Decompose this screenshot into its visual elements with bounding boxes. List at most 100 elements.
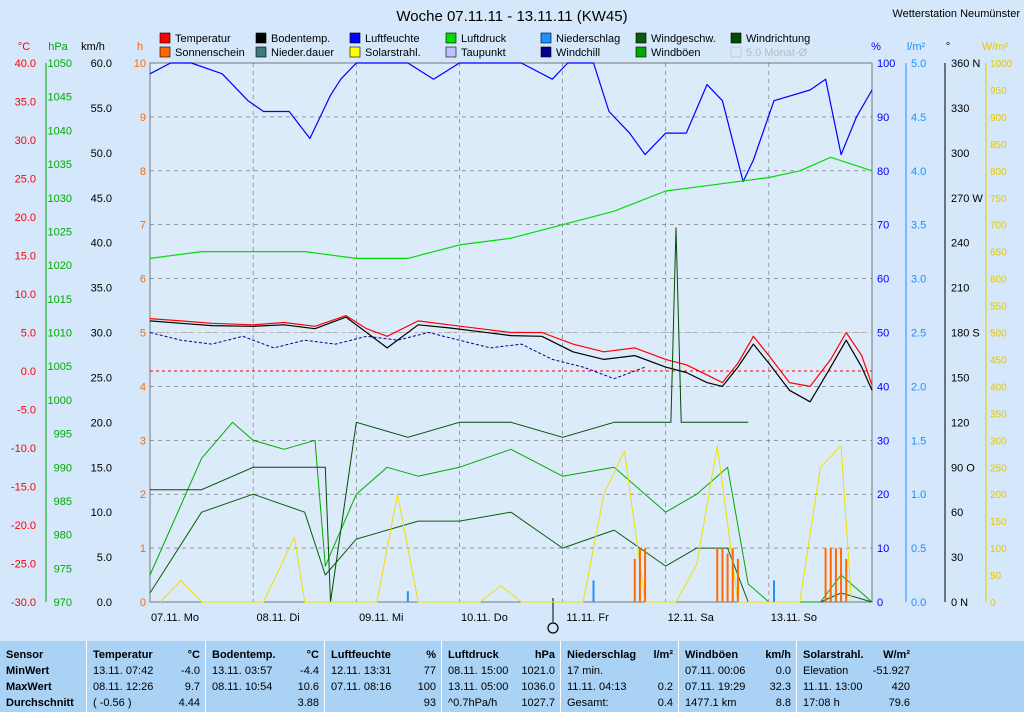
legend-swatch: [635, 32, 647, 44]
wind-axis-tick: 60.0: [91, 58, 112, 70]
temp-axis-tick: 25.0: [15, 174, 36, 186]
legend-label: Bodentemp.: [271, 33, 330, 45]
humidity-axis-tick: 40: [877, 381, 889, 393]
wind-axis-tick: 0.0: [97, 597, 112, 609]
stat-row-value: 1021.0: [521, 665, 555, 677]
pressure-axis-tick: 1005: [48, 361, 72, 373]
stat-sensor-name: Bodentemp.: [212, 649, 276, 661]
wind-axis-tick: 20.0: [91, 417, 112, 429]
temp-axis-tick: -30.0: [11, 597, 36, 609]
stat-row: Elevation -51.927: [803, 665, 910, 679]
direction-axis-tick: 90 O: [951, 462, 975, 474]
wind-axis-tick: 35.0: [91, 283, 112, 295]
stat-row-value: 1027.7: [521, 697, 555, 709]
stat-sensor-name: Luftfeuchte: [331, 649, 391, 661]
wind-axis-tick: 50.0: [91, 148, 112, 160]
humidity-axis-tick: 0: [877, 597, 883, 609]
hours-axis-tick: 4: [140, 381, 146, 393]
stat-row-label: 13.11. 07:42: [93, 665, 154, 677]
stat-row: 11.11. 04:13 0.2: [567, 681, 673, 695]
stat-row: 3.88: [212, 697, 319, 711]
series-line-bodentemp: [149, 316, 873, 403]
pressure-axis-tick: 980: [54, 530, 72, 542]
pressure-axis-tick: 975: [54, 563, 72, 575]
stat-row-label: 07.11. 08:16: [331, 681, 392, 693]
humidity-axis-tick: 60: [877, 274, 889, 286]
direction-axis-tick: 0 N: [951, 597, 968, 609]
humidity-axis-tick: 10: [877, 543, 889, 555]
station-name: Wetterstation Neumünster: [892, 8, 1020, 20]
stat-row-value: 4.44: [178, 697, 200, 709]
stat-sensor-name: Temperatur: [93, 649, 153, 661]
legend-label: Windböen: [651, 47, 701, 59]
legend-swatch: [445, 32, 457, 44]
hours-axis-tick: 8: [140, 166, 146, 178]
hours-axis-tick: 6: [140, 274, 146, 286]
stat-panel-header: Bodentemp. °C: [212, 649, 319, 661]
pressure-axis-tick: 1015: [48, 294, 72, 306]
series-line-windrichtung: [150, 227, 749, 603]
stat-row-value: -51.927: [872, 665, 910, 677]
rain-unit-label: l/m²: [907, 41, 926, 53]
day-label: 12.11. Sa: [668, 612, 715, 624]
legend-swatch: [159, 32, 171, 44]
rain-axis-tick: 1.0: [911, 489, 926, 501]
stat-row-label: 13.11. 05:00: [448, 681, 509, 693]
stat-row: 13.11. 03:57 -4.4: [212, 665, 319, 679]
rain-axis-tick: 4.0: [911, 166, 926, 178]
solar-axis-tick: 700: [990, 221, 1007, 232]
legend-swatch: [159, 46, 171, 58]
legend-label: Nieder.dauer: [271, 47, 334, 59]
rain-axis-tick: 4.5: [911, 112, 926, 124]
legend-swatch: [349, 46, 361, 58]
stat-row: 11.11. 13:00 420: [803, 681, 910, 695]
stat-row-label: 11.11. 04:13: [567, 681, 627, 693]
hours-axis-tick: 2: [140, 489, 146, 501]
sunshine-bar: [716, 548, 719, 602]
stat-row: 12.11. 13:31 77: [331, 665, 436, 679]
rain-axis-tick: 2.5: [911, 328, 926, 340]
sunshine-bar: [840, 548, 843, 602]
pressure-unit-label: hPa: [48, 41, 68, 53]
temp-axis-tick: 0.0: [21, 366, 36, 378]
stat-row-value: 420: [891, 681, 910, 693]
legend-label: Windrichtung: [746, 33, 810, 45]
stat-row-value: 0.0: [775, 665, 791, 677]
humidity-unit-label: %: [871, 41, 881, 53]
rain-axis-tick: 3.5: [911, 220, 926, 232]
legend-label: Taupunkt: [461, 47, 506, 59]
stat-panel-luftfeuchte: Luftfeuchte% 12.11. 13:31 77 07.11. 08:16 10…: [324, 641, 442, 712]
sunshine-bar: [824, 548, 827, 602]
stat-row-value: 100: [417, 681, 436, 693]
chart-title: Woche 07.11.11 - 13.11.11 (KW45): [396, 8, 627, 25]
stat-row: 07.11. 00:06 0.0: [685, 665, 791, 679]
temp-axis-tick: 5.0: [21, 328, 36, 340]
wind-axis-tick: 25.0: [91, 372, 112, 384]
rain-axis-tick: 0.5: [911, 543, 926, 555]
stat-row-value: 10.6: [297, 681, 319, 693]
direction-axis-tick: 210: [951, 283, 969, 295]
rain-bar: [406, 591, 409, 602]
stat-unit: °C: [187, 649, 200, 661]
sunshine-bar: [829, 548, 832, 602]
row-label-avg: Durchschnitt: [6, 697, 74, 709]
pressure-axis-tick: 1050: [48, 58, 72, 70]
stat-row-value: 8.8: [775, 697, 791, 709]
stat-row-value: -4.0: [181, 665, 200, 677]
stat-panel-solarstrahl: Solarstrahl. W/m² Elevation -51.927 11.11. 1…: [796, 641, 916, 712]
humidity-axis-tick: 30: [877, 435, 889, 447]
day-label: 10.11. Do: [461, 612, 508, 624]
legend-label: Temperatur: [175, 33, 231, 45]
temp-axis-tick: 15.0: [15, 251, 36, 263]
legend-label: Niederschlag: [556, 33, 620, 45]
pressure-axis-tick: 1030: [48, 193, 72, 205]
current-time-marker: [547, 622, 559, 634]
pressure-axis-tick: 1010: [48, 328, 72, 340]
solar-axis-tick: 50: [990, 571, 1002, 582]
stat-unit: l/m²: [653, 649, 673, 661]
legend-label: Solarstrahl.: [365, 47, 421, 59]
sunshine-bar: [834, 548, 837, 602]
hours-axis-tick: 10: [134, 58, 146, 70]
stat-panel-niederschlag: Niederschlag l/m² 17 min. 11.11. 04:13 0.2 Ge…: [560, 641, 679, 712]
row-label-min: MinWert: [6, 665, 50, 677]
